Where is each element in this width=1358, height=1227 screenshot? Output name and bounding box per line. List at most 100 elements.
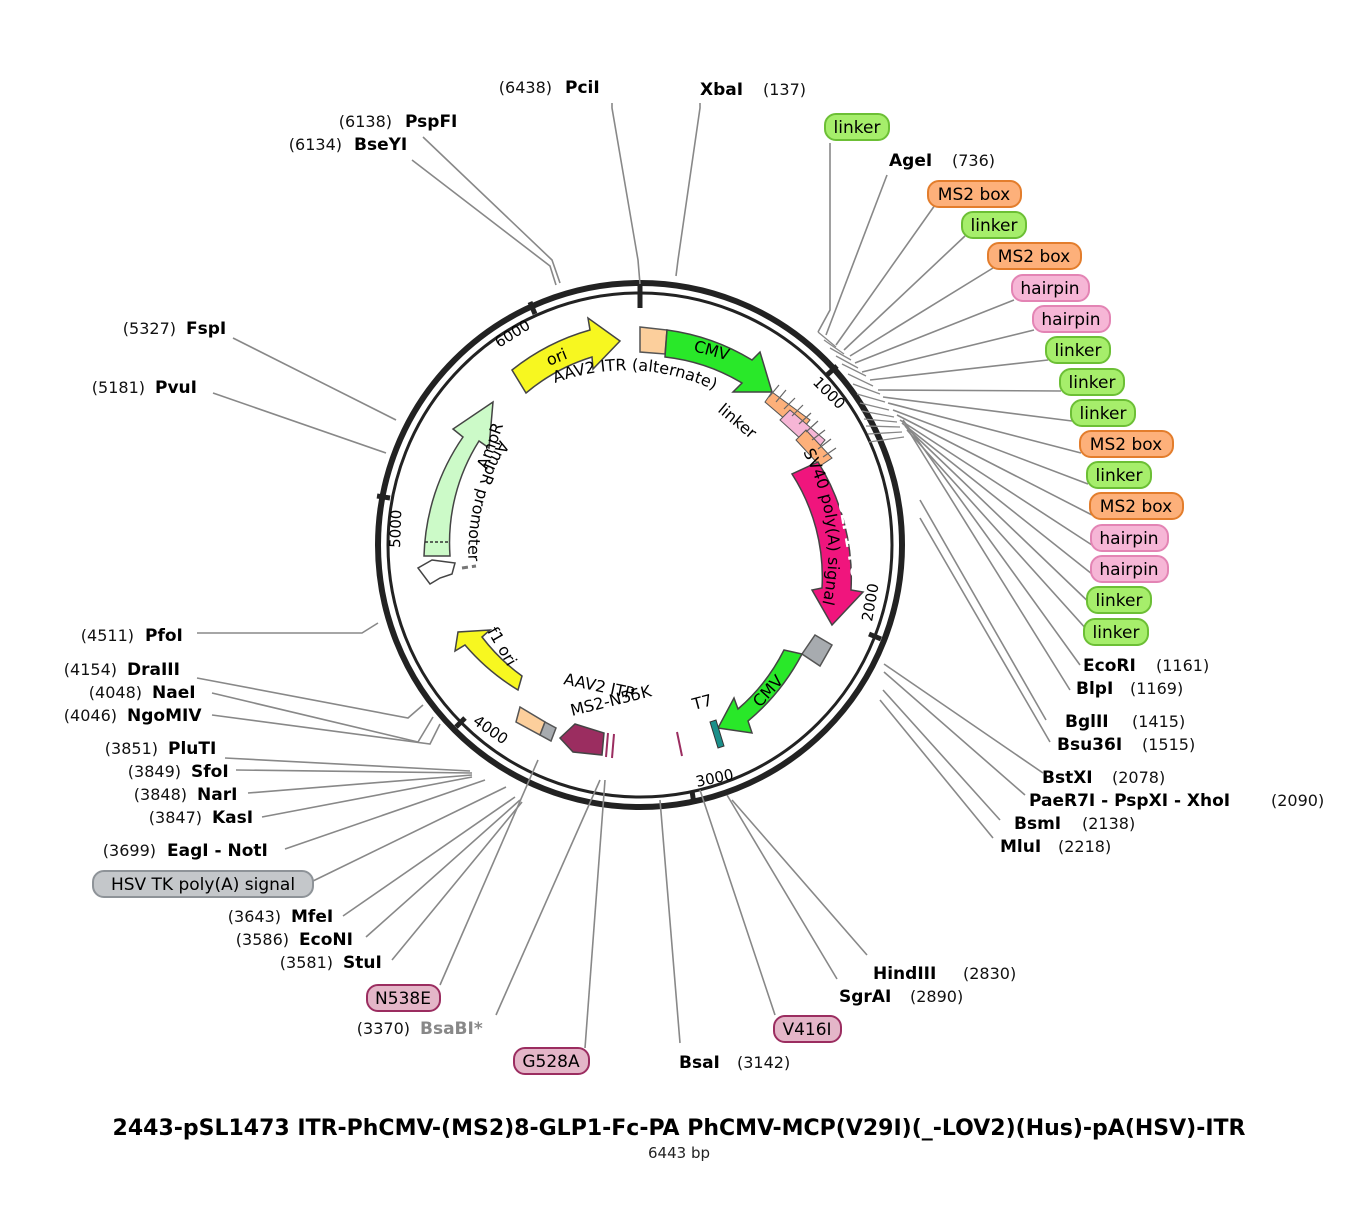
- svg-text:hairpin: hairpin: [1099, 529, 1158, 549]
- svg-text:V416I: V416I: [782, 1020, 831, 1040]
- svg-text:FspI: FspI: [186, 319, 226, 339]
- svg-text:(3586): (3586): [236, 930, 289, 949]
- other-pills: HSV TK poly(A) signal N538E G528A V416I: [92, 870, 842, 1075]
- pill-linker: linker: [1059, 368, 1125, 396]
- svg-text:hairpin: hairpin: [1099, 560, 1158, 580]
- svg-text:StuI: StuI: [343, 953, 382, 973]
- svg-text:linker: linker: [1055, 341, 1102, 361]
- enzyme-KasI: (3847) KasI: [149, 808, 253, 828]
- pill-hairpin: hairpin: [1090, 524, 1169, 552]
- enzyme-BseYI: (6134) BseYI: [289, 135, 407, 155]
- enzyme-MluI: MluI (2218): [1000, 837, 1111, 857]
- svg-text:(4511): (4511): [81, 626, 134, 645]
- enzyme-NgoMIV: (4046) NgoMIV: [64, 706, 203, 726]
- svg-text:PfoI: PfoI: [145, 626, 183, 646]
- pill-linker: linker: [1045, 336, 1111, 364]
- svg-text:(4154): (4154): [64, 660, 117, 679]
- enzyme-Bsu36I: Bsu36I (1515): [1057, 735, 1195, 755]
- svg-text:(3699): (3699): [103, 841, 156, 860]
- svg-text:EcoNI: EcoNI: [299, 930, 353, 950]
- pill-n538e: N538E: [366, 984, 441, 1012]
- svg-text:(1169): (1169): [1130, 679, 1183, 698]
- pill-hsv-tk: HSV TK poly(A) signal: [92, 870, 314, 898]
- ampr-promoter-arrow: [416, 559, 456, 585]
- svg-text:PaeR7I - PspXI - XhoI: PaeR7I - PspXI - XhoI: [1029, 791, 1230, 811]
- enzyme-BsmI: BsmI (2138): [1014, 814, 1135, 834]
- svg-text:PspFI: PspFI: [405, 112, 457, 132]
- plasmid-length: 6443 bp: [648, 1144, 710, 1162]
- enzyme-PluTI: (3851) PluTI: [105, 739, 217, 759]
- pill-linker: linker: [961, 211, 1027, 239]
- svg-text:BsmI: BsmI: [1014, 814, 1061, 834]
- svg-text:SfoI: SfoI: [191, 762, 229, 782]
- svg-text:HSV TK poly(A) signal: HSV TK poly(A) signal: [111, 875, 295, 895]
- svg-text:XbaI: XbaI: [700, 80, 743, 100]
- ms2n55k-arrow: [558, 723, 605, 756]
- enzyme-BsaI: BsaI (3142): [679, 1053, 790, 1073]
- pill-linker: linker: [1070, 399, 1136, 427]
- pill-ms2-box: MS2 box: [987, 242, 1082, 270]
- svg-text:(3142): (3142): [737, 1053, 790, 1072]
- leader-lines: [196, 103, 1098, 1049]
- svg-text:(4046): (4046): [64, 706, 117, 725]
- svg-text:MS2 box: MS2 box: [1100, 497, 1172, 517]
- svg-text:MluI: MluI: [1000, 837, 1041, 857]
- svg-text:Bsu36I: Bsu36I: [1057, 735, 1122, 755]
- enzyme-StuI: (3581) StuI: [280, 953, 382, 973]
- svg-text:(3851): (3851): [105, 739, 158, 758]
- svg-text:PciI: PciI: [565, 78, 600, 98]
- pill-hairpin: hairpin: [1090, 555, 1169, 583]
- enzyme-XbaI: XbaI (137): [700, 80, 806, 100]
- svg-text:AgeI: AgeI: [889, 151, 932, 171]
- f1ori-arrow: [454, 629, 523, 692]
- svg-text:BglII: BglII: [1065, 712, 1109, 732]
- svg-text:PluTI: PluTI: [168, 739, 216, 759]
- pill-ms2-box: MS2 box: [927, 180, 1022, 208]
- t7-label: T7: [689, 690, 714, 714]
- ms2n55k-marks: [605, 731, 683, 759]
- cmv1-arrow: [664, 329, 774, 393]
- t7-box: [709, 719, 725, 749]
- pill-ms2-box: MS2 box: [1079, 430, 1174, 458]
- svg-text:G528A: G528A: [522, 1052, 580, 1072]
- enzyme-EagINotI: (3699) EagI - NotI: [103, 841, 268, 861]
- glp1-arrow: [790, 461, 865, 627]
- enzyme-BstXI: BstXI (2078): [1042, 768, 1165, 788]
- enzyme-EcoRI: EcoRI (1161): [1083, 656, 1209, 676]
- enzyme-NaeI: (4048) NaeI: [89, 683, 196, 703]
- svg-text:BsaBI*: BsaBI*: [420, 1019, 483, 1039]
- pill-linker: linker: [824, 113, 890, 141]
- svg-text:(137): (137): [763, 80, 806, 99]
- svg-text:linker: linker: [1069, 373, 1116, 393]
- enzyme-BsaBI: (3370) BsaBI*: [357, 1019, 483, 1039]
- sv40-box: [800, 633, 834, 668]
- tick-2000: 2000: [858, 582, 882, 623]
- features: CMV ori AAV2 ITR (alternate) linker GLP1…: [416, 316, 866, 759]
- svg-text:(4048): (4048): [89, 683, 142, 702]
- svg-text:(6138): (6138): [339, 112, 392, 131]
- svg-text:HindIII: HindIII: [873, 964, 936, 984]
- svg-text:(3847): (3847): [149, 808, 202, 827]
- tick-6000: 6000: [492, 316, 534, 352]
- svg-text:hairpin: hairpin: [1020, 279, 1079, 299]
- svg-text:linker: linker: [1080, 404, 1127, 424]
- enzyme-MfeI: (3643) MfeI: [228, 907, 333, 927]
- svg-text:linker: linker: [1096, 466, 1143, 486]
- svg-text:MS2 box: MS2 box: [938, 185, 1010, 205]
- svg-text:(2890): (2890): [910, 987, 963, 1006]
- svg-text:BsaI: BsaI: [679, 1053, 720, 1073]
- svg-text:(5181): (5181): [92, 378, 145, 397]
- ori-arrow: [511, 316, 622, 395]
- enzyme-NarI: (3848) NarI: [134, 785, 238, 805]
- enzyme-PspFI: (6138) PspFI: [339, 112, 458, 132]
- svg-text:SgrAI: SgrAI: [839, 987, 891, 1007]
- svg-text:(3581): (3581): [280, 953, 333, 972]
- svg-text:(3643): (3643): [228, 907, 281, 926]
- pill-g528a: G528A: [513, 1047, 590, 1075]
- pill-linker: linker: [1083, 618, 1149, 646]
- svg-text:PvuI: PvuI: [155, 378, 197, 398]
- svg-text:(3849): (3849): [128, 762, 181, 781]
- enzyme-HindIII: HindIII (2830): [873, 964, 1016, 984]
- enzyme-SgrAI: SgrAI (2890): [839, 987, 963, 1007]
